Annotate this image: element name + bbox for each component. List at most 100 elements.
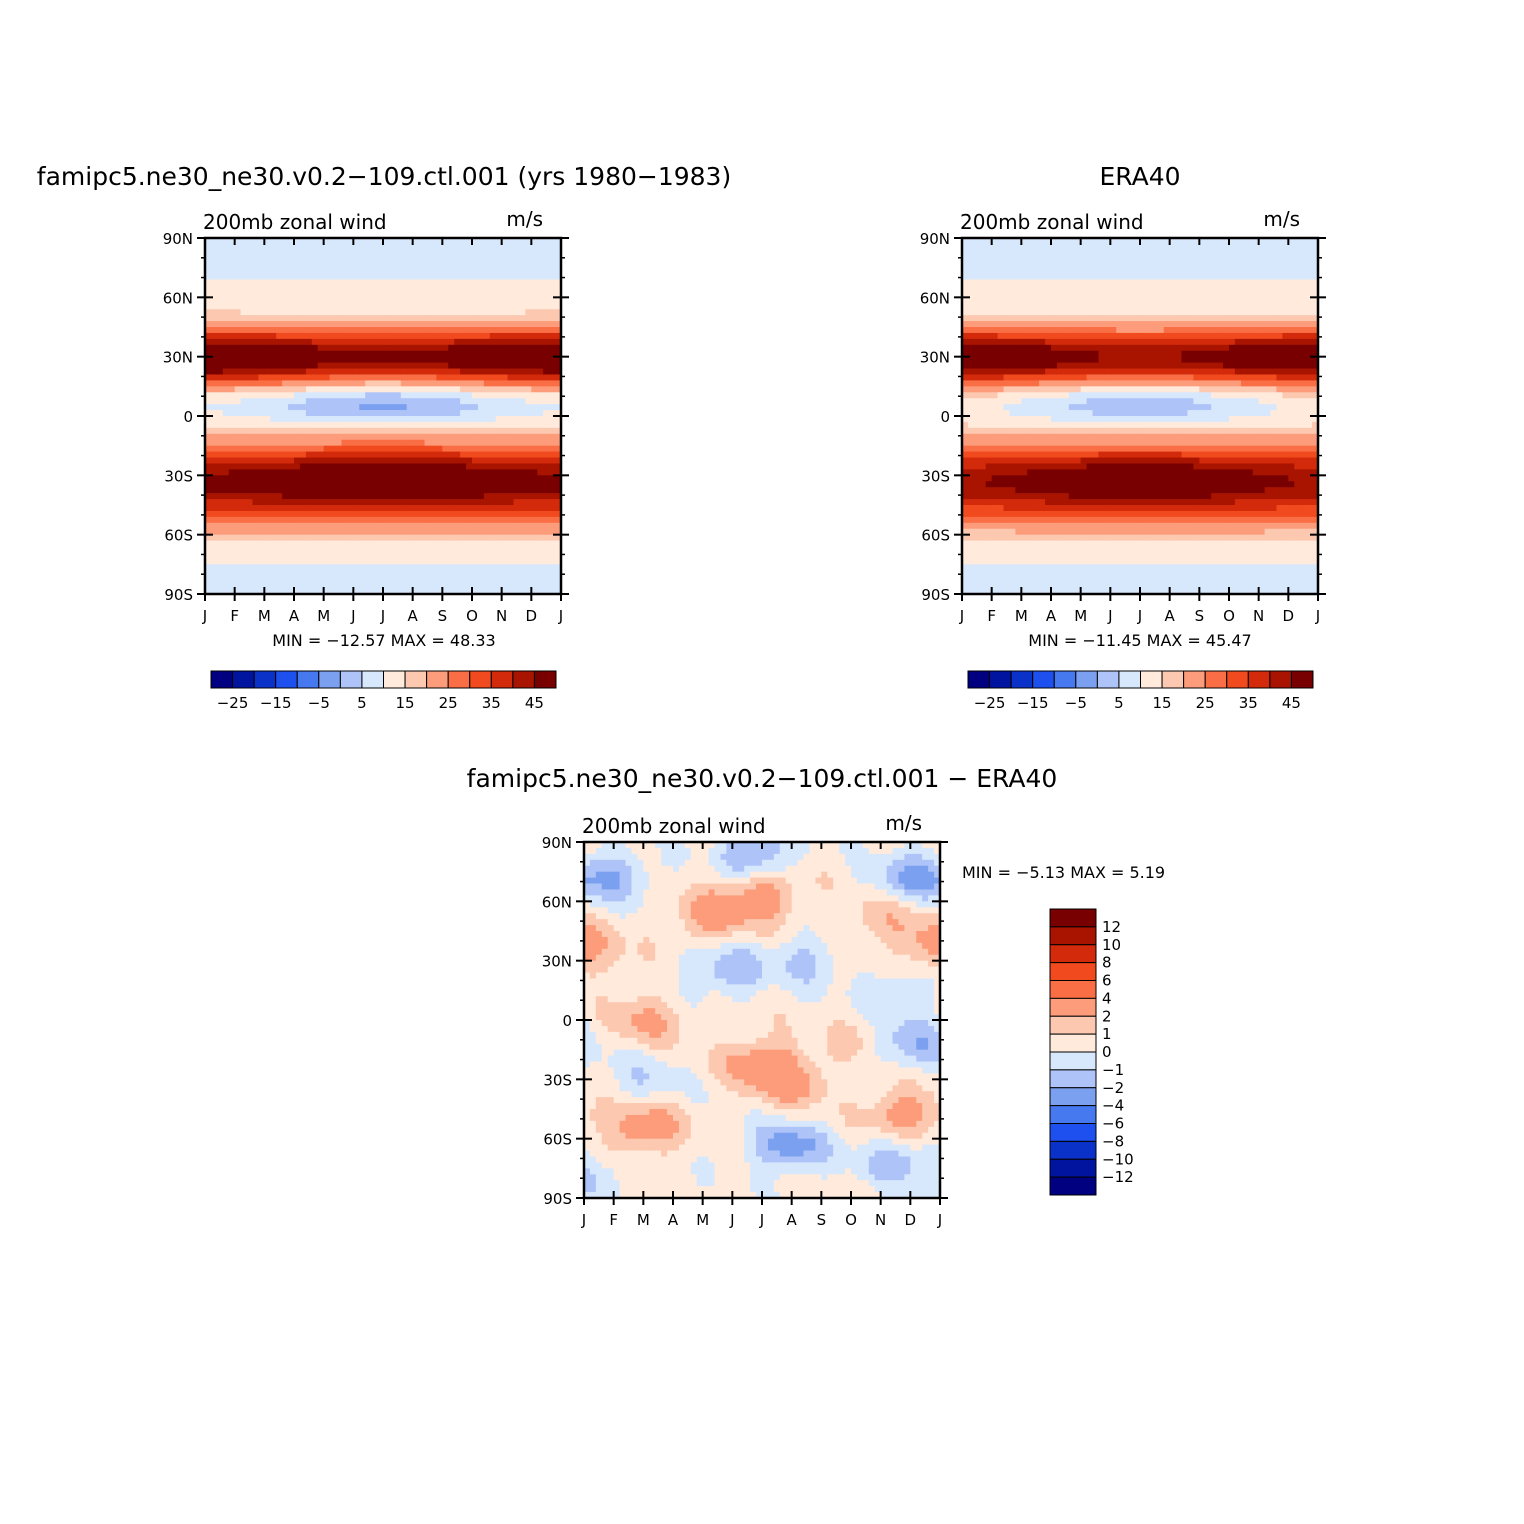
field-cell bbox=[531, 510, 538, 518]
y-tick-label: 90S bbox=[164, 586, 193, 604]
field-cell bbox=[359, 558, 366, 565]
field-cell bbox=[406, 249, 414, 257]
field-cell bbox=[252, 516, 259, 524]
field-cell bbox=[1068, 516, 1076, 524]
field-cell bbox=[305, 522, 313, 530]
field-cell bbox=[430, 433, 437, 441]
field-cell bbox=[270, 350, 277, 358]
field-cell bbox=[430, 416, 437, 423]
field-cell bbox=[519, 285, 526, 292]
field-cell bbox=[270, 404, 277, 411]
field-cell bbox=[1015, 564, 1022, 571]
field-cell bbox=[477, 386, 485, 393]
field-cell bbox=[288, 463, 295, 470]
field-cell bbox=[270, 522, 277, 530]
field-cell bbox=[454, 356, 461, 364]
field-cell bbox=[234, 404, 242, 411]
field-cell bbox=[1074, 463, 1082, 470]
field-cell bbox=[507, 558, 515, 565]
field-cell bbox=[1045, 362, 1052, 370]
field-cell bbox=[371, 516, 378, 524]
field-cell bbox=[1021, 588, 1028, 595]
field-cell bbox=[985, 410, 993, 417]
field-cell bbox=[341, 451, 348, 459]
field-cell bbox=[1027, 534, 1034, 542]
field-cell bbox=[967, 267, 975, 275]
field-cell bbox=[353, 255, 360, 263]
field-cell bbox=[205, 582, 212, 589]
field-cell bbox=[317, 297, 325, 304]
field-cell bbox=[406, 522, 414, 530]
field-cell bbox=[543, 279, 550, 287]
field-cell bbox=[555, 243, 562, 251]
field-cell bbox=[234, 534, 242, 542]
field-cell bbox=[1062, 510, 1070, 518]
field-cell bbox=[1033, 362, 1040, 370]
field-cell bbox=[388, 327, 396, 334]
field-cell bbox=[489, 546, 497, 554]
field-cell bbox=[1003, 321, 1011, 328]
field-cell bbox=[985, 249, 993, 257]
field-cell bbox=[1039, 439, 1046, 447]
field-cell bbox=[442, 321, 449, 328]
field-cell bbox=[240, 564, 248, 571]
field-cell bbox=[1033, 297, 1040, 304]
field-cell bbox=[323, 380, 331, 387]
field-cell bbox=[466, 386, 473, 393]
field-cell bbox=[252, 332, 259, 340]
field-cell bbox=[412, 588, 420, 595]
field-cell bbox=[329, 570, 337, 577]
field-cell bbox=[555, 499, 562, 506]
field-cell bbox=[252, 421, 259, 429]
field-cell bbox=[454, 338, 461, 346]
field-cell bbox=[442, 238, 449, 245]
field-cell bbox=[543, 416, 550, 423]
field-cell bbox=[466, 570, 473, 577]
field-cell bbox=[442, 427, 449, 435]
field-cell bbox=[483, 505, 491, 512]
field-cell bbox=[543, 243, 550, 251]
field-cell bbox=[489, 475, 497, 482]
field-cell bbox=[454, 350, 461, 358]
field-cell bbox=[276, 510, 283, 518]
field-cell bbox=[973, 457, 981, 465]
field-cell bbox=[258, 427, 265, 435]
field-cell bbox=[973, 243, 981, 251]
field-cell bbox=[383, 368, 390, 376]
field-cell bbox=[258, 243, 265, 251]
field-cell bbox=[341, 564, 348, 571]
field-cell bbox=[519, 552, 526, 559]
field-cell bbox=[537, 570, 544, 577]
field-cell bbox=[299, 255, 307, 263]
field-cell bbox=[985, 338, 993, 346]
field-cell bbox=[347, 297, 354, 304]
field-cell bbox=[495, 493, 503, 500]
field-cell bbox=[317, 362, 325, 370]
field-cell bbox=[1039, 421, 1046, 429]
field-cell bbox=[317, 309, 325, 316]
field-cell bbox=[406, 238, 414, 245]
field-cell bbox=[406, 469, 414, 476]
field-cell bbox=[264, 570, 271, 577]
field-cell bbox=[985, 315, 993, 322]
field-cell bbox=[412, 445, 420, 453]
field-cell bbox=[1015, 570, 1022, 577]
field-cell bbox=[412, 255, 420, 263]
field-cell bbox=[394, 261, 402, 269]
field-cell bbox=[388, 392, 396, 399]
field-cell bbox=[525, 297, 532, 304]
field-cell bbox=[1021, 356, 1028, 364]
field-cell bbox=[288, 475, 295, 482]
field-cell bbox=[962, 463, 969, 470]
field-cell bbox=[543, 493, 550, 500]
field-cell bbox=[1062, 297, 1070, 304]
field-cell bbox=[519, 344, 526, 352]
field-cell bbox=[549, 321, 556, 328]
field-cell bbox=[448, 421, 455, 429]
field-cell bbox=[489, 267, 497, 275]
field-cell bbox=[525, 588, 532, 595]
field-cell bbox=[276, 267, 283, 275]
field-cell bbox=[222, 564, 230, 571]
colorbar-swatch bbox=[469, 670, 492, 689]
field-cell bbox=[222, 356, 230, 364]
